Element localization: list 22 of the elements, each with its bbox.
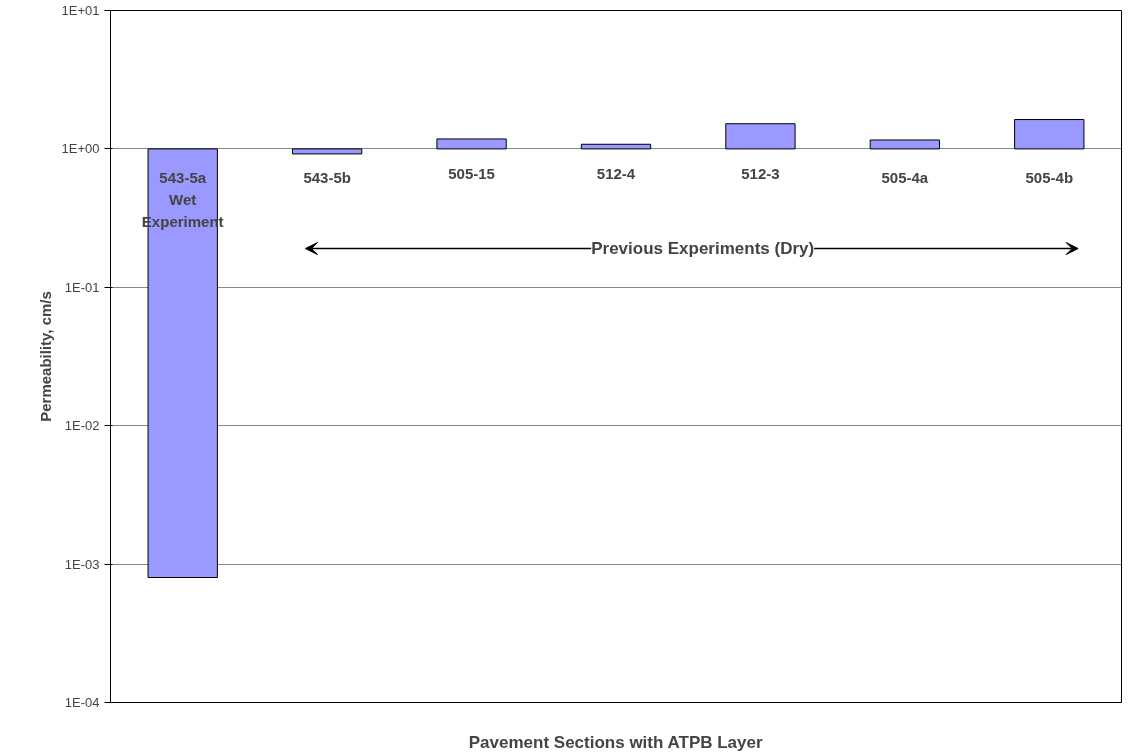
y-tick-label: 1E+00	[61, 141, 100, 157]
y-tick-label: 1E+01	[61, 3, 100, 18]
x-tick-label: 505-4a	[881, 168, 929, 186]
x-tick-label: 512-3	[741, 164, 780, 182]
annotation: Previous Experiments (Dry)	[591, 239, 815, 259]
y-tick-label: 1E-02	[64, 418, 100, 434]
bar	[725, 123, 796, 150]
bar	[580, 143, 652, 150]
y-tick-label: 1E-01	[64, 279, 100, 295]
bar	[869, 139, 941, 150]
x-tick-label: 543-5a	[159, 168, 207, 186]
bar	[291, 148, 363, 155]
x-tick-label: 543-5b	[303, 168, 351, 186]
x-tick-label: 505-15	[448, 164, 495, 182]
x-tick-label: 505-4b	[1025, 168, 1074, 186]
x-axis-title: Pavement Sections with ATPB Layer	[468, 732, 763, 752]
y-axis-title: Permeability, cm/s	[36, 291, 54, 422]
x-tick-label: 512-4	[596, 164, 636, 182]
bar	[436, 138, 507, 150]
bar	[1014, 119, 1085, 150]
y-tick-label: 1E-03	[64, 556, 100, 572]
y-tick-label: 1E-04	[64, 695, 100, 710]
